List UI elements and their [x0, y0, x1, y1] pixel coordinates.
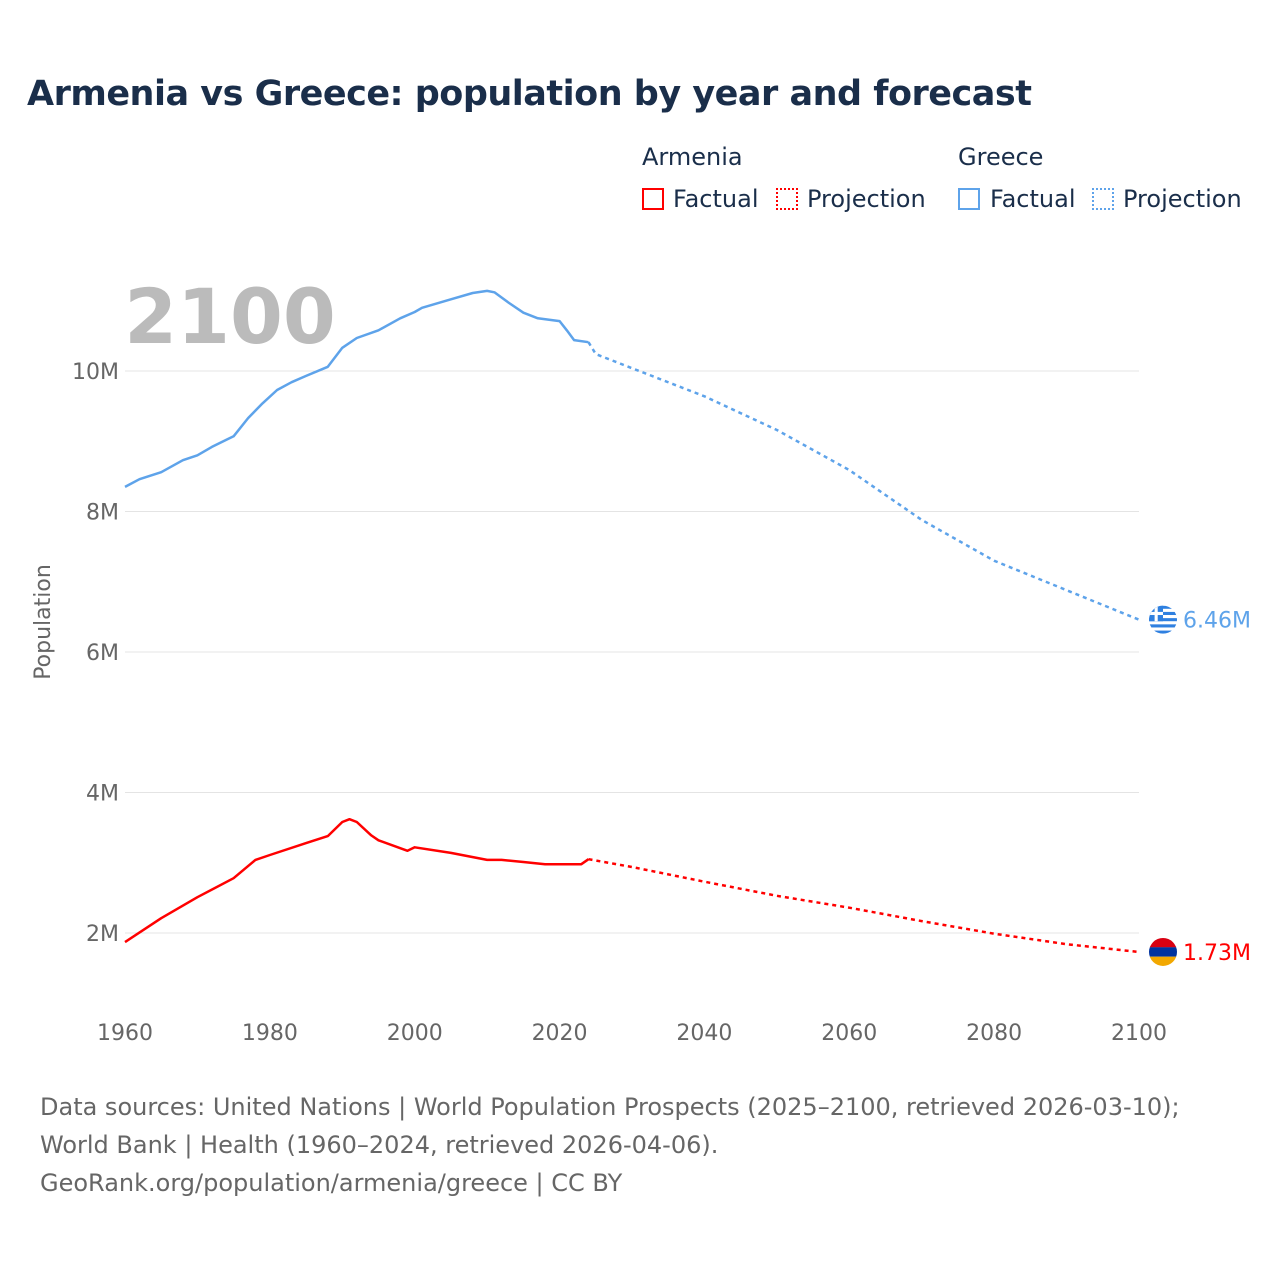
legend-armenia-factual[interactable]: Factual [673, 185, 759, 213]
y-tick-label: 4M [86, 782, 119, 807]
year-label: 2100 [124, 272, 336, 361]
greece-factual-line [124, 289, 589, 489]
y-tick-label: 10M [72, 360, 119, 385]
chart-title: Armenia vs Greece: population by year an… [27, 74, 1032, 114]
x-tick-label: 2020 [532, 1021, 588, 1046]
footer: Data sources: United Nations | World Pop… [40, 1088, 1240, 1202]
x-tick-label: 2040 [676, 1021, 732, 1046]
x-tick-label: 2000 [387, 1021, 443, 1046]
armenia-end-label: 1.73M [1183, 941, 1251, 966]
population-chart: 2M 4M 6M 8M 10M 1960 1980 2000 2020 2040 2060 2080 2… [31, 272, 1251, 1046]
greece-flag-icon [1149, 605, 1177, 634]
y-axis-label: Population [31, 564, 56, 680]
x-tick-label: 2100 [1111, 1021, 1167, 1046]
legend-greece-factual-swatch [958, 188, 980, 210]
armenia-projection-line [588, 857, 1140, 954]
greece-projection-line [587, 341, 1140, 621]
legend-greece-factual[interactable]: Factual [990, 185, 1076, 213]
y-tick-label: 6M [86, 641, 119, 666]
x-tick-label: 1980 [242, 1021, 298, 1046]
legend-armenia-projection[interactable]: Projection [807, 185, 926, 213]
armenia-flag-icon [1149, 937, 1177, 966]
legend-armenia-factual-swatch [642, 188, 664, 210]
x-tick-label: 2080 [966, 1021, 1022, 1046]
data-sources: Data sources: United Nations | World Pop… [40, 1093, 1180, 1159]
legend-armenia-projection-swatch [776, 188, 798, 210]
y-tick-label: 2M [86, 922, 119, 947]
greece-end-label: 6.46M [1183, 609, 1251, 634]
legend-greece-projection[interactable]: Projection [1123, 185, 1242, 213]
armenia-factual-line [124, 817, 590, 944]
y-tick-label: 8M [86, 501, 119, 526]
legend-greece-title: Greece [958, 143, 1044, 171]
legend-armenia-title: Armenia [642, 143, 743, 171]
x-tick-label: 2060 [821, 1021, 877, 1046]
x-tick-label: 1960 [97, 1021, 153, 1046]
legend-greece-projection-swatch [1092, 188, 1114, 210]
credit: GeoRank.org/population/armenia/greece | … [40, 1169, 623, 1197]
